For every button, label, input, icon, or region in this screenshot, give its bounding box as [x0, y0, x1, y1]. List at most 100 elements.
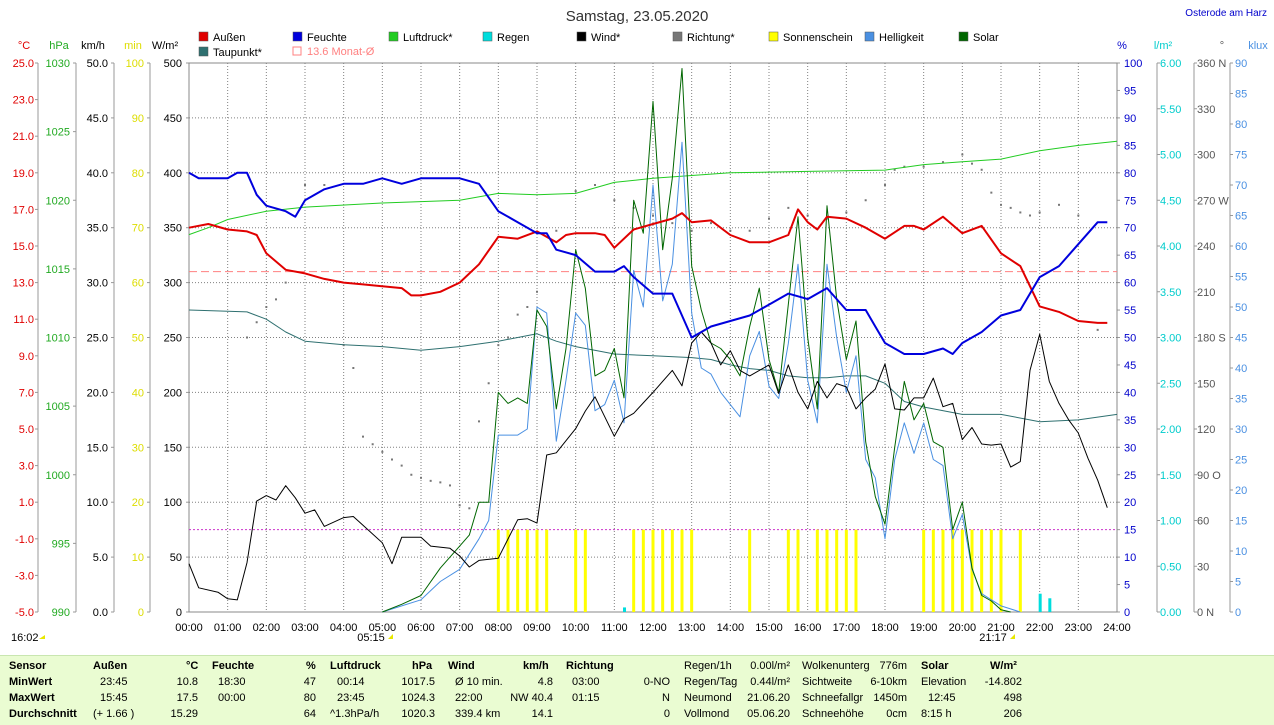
- direction-point: [275, 298, 277, 301]
- axis-tick-label-klux: 35: [1235, 394, 1247, 406]
- axis-tick-label-deg: 90 O: [1197, 470, 1221, 482]
- direction-point: [864, 199, 867, 202]
- axis-tick-label-klux: 5: [1235, 577, 1241, 589]
- direction-point: [449, 484, 451, 487]
- sunshine-bar: [641, 529, 645, 612]
- axis-tick-label-deg: 30: [1197, 561, 1209, 573]
- stats-wind-max-time: 22:00: [455, 692, 483, 704]
- direction-point: [922, 165, 925, 168]
- axis-tick-label-deg: 60: [1197, 516, 1209, 528]
- axis-tick-label-temp: 11.0: [13, 314, 34, 326]
- axis-tick-label-temp: 13.0: [13, 278, 34, 290]
- axis-tick-label-temp: -1.0: [15, 534, 34, 546]
- stats-header-aussen: Außen: [93, 660, 128, 672]
- axis-tick-label-pct: 20: [1124, 497, 1136, 509]
- sunshine-bar: [844, 529, 848, 612]
- sunshine-bar: [815, 529, 819, 612]
- axis-tick-label-klux: 70: [1235, 180, 1247, 192]
- axis-tick-label-wm2: 400: [164, 168, 182, 180]
- sunshine-bar: [670, 529, 674, 612]
- legend: Außen Feuchte Luftdruck* Regen Wind* Richtung…: [198, 31, 999, 59]
- direction-point: [1000, 203, 1002, 206]
- axis-tick-label-temp: 1.0: [19, 497, 34, 509]
- sunshine-bar: [835, 529, 839, 612]
- axis-tick-label-pct: 100: [1124, 58, 1142, 70]
- x-tick-label: 06:00: [407, 622, 435, 634]
- axis-tick-label-pct: 70: [1124, 223, 1136, 235]
- rain-bar: [1048, 598, 1052, 612]
- series-luftdruck: [188, 140, 1118, 236]
- direction-point: [1077, 214, 1080, 217]
- axis-tick-label-klux: 50: [1235, 302, 1247, 314]
- x-tick-label: 17:00: [833, 622, 861, 634]
- x-tick-label: 01:00: [214, 622, 242, 634]
- legend-label: Taupunkt*: [213, 47, 263, 59]
- sunshine-bar: [796, 529, 800, 612]
- sunshine-bar: [999, 529, 1003, 612]
- axis-tick-label-deg: 240: [1197, 241, 1215, 253]
- stats-aussen-max: 17.5: [176, 692, 198, 704]
- direction-point: [284, 281, 287, 284]
- stats-feuchte-max-time: 00:00: [218, 692, 246, 704]
- axis-tick-label-lm2: 4.00: [1160, 241, 1181, 253]
- axis-tick-label-wm2: 150: [164, 442, 182, 454]
- stats-sichtweite-label: Sichtweite: [802, 676, 853, 688]
- axis-tick-label-klux: 55: [1235, 272, 1247, 284]
- stats-header-wind-unit: km/h: [523, 660, 549, 672]
- direction-point: [371, 443, 374, 446]
- axis-tick-label-klux: 30: [1235, 424, 1247, 436]
- axis-tick-label-temp: -3.0: [15, 570, 34, 582]
- legend-swatch: [198, 46, 209, 57]
- sunshine-bar: [661, 529, 665, 612]
- axis-tick-label-pct: 35: [1124, 415, 1136, 427]
- axis-tick-label-lm2: 5.50: [1160, 104, 1181, 116]
- axes: °C 25.0 23.0 21.0 19.0 17.0 15.0 13.0 11.0 9.0 7.0…: [13, 40, 1269, 634]
- time-marker-icon: [39, 635, 45, 639]
- sunshine-bar: [960, 529, 964, 612]
- direction-point: [420, 476, 422, 479]
- stats-header-sensor: Sensor: [9, 660, 47, 672]
- direction-point: [400, 464, 403, 467]
- stats-feuchte-avg: 64: [303, 708, 316, 720]
- legend-label: Außen: [213, 32, 245, 44]
- x-tick-label: 04:00: [330, 622, 358, 634]
- axis-tick-label-wm2: 50: [170, 552, 182, 564]
- legend-label: Feuchte: [307, 32, 347, 44]
- direction-point: [516, 313, 519, 316]
- sunshine-bar: [980, 529, 984, 612]
- stats-richtung-max-time: 01:15: [572, 692, 600, 704]
- axis-tick-label-pct: 45: [1124, 360, 1136, 372]
- sunshine-bar: [506, 529, 510, 612]
- x-tick-label: 05:00: [369, 622, 397, 634]
- legend-swatch: [482, 31, 493, 42]
- direction-point: [1009, 206, 1012, 209]
- axis-tick-label-kmh: 0.0: [93, 607, 108, 619]
- x-tick-label: 20:00: [949, 622, 977, 634]
- axis-tick-label-pct: 30: [1124, 442, 1136, 454]
- sunrise-label: 05:15: [357, 632, 385, 644]
- direction-point: [826, 217, 828, 220]
- axis-unit-klux: klux: [1248, 40, 1268, 52]
- axis-tick-label-hpa: 1025: [46, 127, 70, 139]
- x-tick-label: 18:00: [871, 622, 899, 634]
- stats-aussen-min: 10.8: [176, 676, 198, 688]
- stats-header-luftdruck-unit: hPa: [412, 660, 433, 672]
- axis-tick-label-pct: 90: [1124, 113, 1136, 125]
- axis-tick-label-kmh: 45.0: [87, 113, 108, 125]
- axis-tick-label-kmh: 35.0: [87, 223, 108, 235]
- stats-vollmond-label: Vollmond: [684, 708, 730, 720]
- legend-label: Luftdruck*: [403, 32, 453, 44]
- axis-tick-label-klux: 85: [1235, 89, 1247, 101]
- sunset-marker-icon: [1010, 634, 1015, 639]
- weather-chart: Samstag, 23.05.2020 Osterode am Harz Auß…: [11, 8, 1269, 644]
- stats-header-solar: Solar: [921, 660, 949, 672]
- x-tick-label: 19:00: [910, 622, 938, 634]
- direction-point: [352, 367, 355, 369]
- direction-point: [362, 435, 364, 438]
- axis-tick-label-klux: 0: [1235, 607, 1241, 619]
- sunshine-bar: [680, 529, 684, 612]
- x-tick-label: 12:00: [639, 622, 667, 634]
- rain-bar: [623, 607, 626, 612]
- axis-tick-label-klux: 10: [1235, 546, 1247, 558]
- axis-tick-label-temp: 21.0: [13, 131, 34, 143]
